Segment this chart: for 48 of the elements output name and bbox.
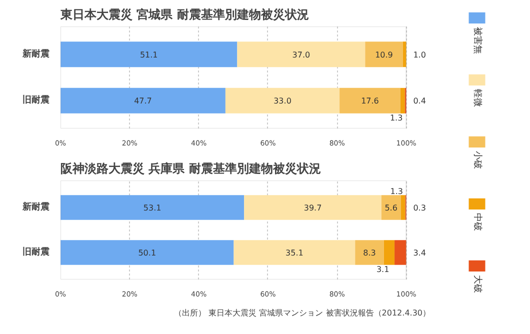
legend-label: 小破 xyxy=(472,151,483,170)
bar xyxy=(381,195,401,220)
data-label: 1.3 xyxy=(390,187,404,196)
bar xyxy=(60,88,226,114)
data-label: 39.7 xyxy=(304,204,322,212)
data-label: 1.3 xyxy=(390,114,403,123)
data-label: 53.1 xyxy=(143,204,162,212)
data-label: 47.7 xyxy=(134,96,152,106)
data-label: 3.1 xyxy=(376,265,390,274)
bar xyxy=(400,195,406,220)
y-tick-label: 新耐震 xyxy=(22,202,50,212)
data-label: 10.9 xyxy=(375,50,393,60)
data-label: 35.1 xyxy=(286,248,304,258)
bar xyxy=(402,42,406,68)
bar xyxy=(237,42,366,68)
bar xyxy=(394,240,406,265)
data-label: 0.4 xyxy=(413,96,426,106)
chart-title: 阪神淡路大震災 兵庫県 耐震基準別建物被災状況 xyxy=(60,162,321,176)
bar xyxy=(365,42,403,68)
text: （出所） 東日本大震災 宮城県マンション 被害状況報告（2012.4.30） xyxy=(174,308,430,318)
legend-label: 大破 xyxy=(472,275,483,294)
legend-label: 軽微 xyxy=(472,89,483,108)
legend-label: 被害無 xyxy=(472,27,483,54)
legend-label: 中破 xyxy=(472,213,483,232)
data-label: 51.1 xyxy=(140,50,158,60)
bar xyxy=(234,240,356,265)
bar xyxy=(384,240,395,265)
bar xyxy=(400,88,405,114)
y-tick-label: 旧耐震 xyxy=(22,94,50,106)
data-label: 33.0 xyxy=(274,96,292,106)
bar xyxy=(340,88,400,114)
data-label: 50.1 xyxy=(138,248,156,258)
data-label: 37.0 xyxy=(292,50,310,60)
bar xyxy=(244,195,382,220)
data-label: 5.6 xyxy=(384,204,398,212)
chart-title: 東日本大震災 宮城県 耐震基準別建物被災状況 xyxy=(60,8,309,22)
y-tick-label: 新耐震 xyxy=(22,48,50,60)
bar xyxy=(355,240,384,265)
y-tick-label: 旧耐震 xyxy=(22,246,50,258)
data-label: 8.3 xyxy=(363,248,376,258)
data-label: 0.3 xyxy=(413,204,426,212)
bar xyxy=(60,42,238,68)
data-label: 3.4 xyxy=(413,248,426,258)
data-label: 17.6 xyxy=(361,96,379,106)
bar xyxy=(225,88,340,114)
data-label: 1.0 xyxy=(413,50,426,60)
bar xyxy=(60,240,234,265)
bar xyxy=(60,195,244,220)
